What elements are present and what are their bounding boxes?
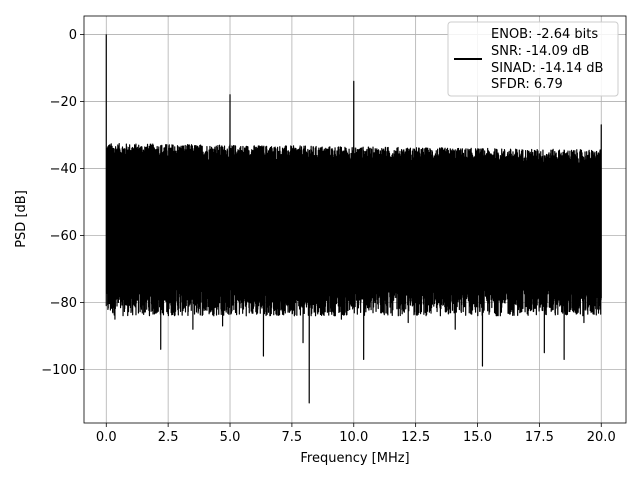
x-tick-label: 15.0 <box>463 430 492 445</box>
x-tick-label: 12.5 <box>401 430 430 445</box>
x-tick-label: 20.0 <box>587 430 616 445</box>
y-tick-label: −60 <box>50 229 77 244</box>
legend-sfdr: SFDR: 6.79 <box>491 77 563 92</box>
y-tick-label: −80 <box>50 296 77 311</box>
y-axis-label: PSD [dB] <box>14 190 29 248</box>
psd-series-line <box>105 34 602 404</box>
ticks: 0.0 2.5 5.0 7.5 10.0 12.5 15.0 17.5 20.0 0 −20 −40 −… <box>41 28 615 445</box>
plot-data <box>105 34 602 404</box>
x-tick-label: 0.0 <box>96 430 117 445</box>
x-tick-label: 2.5 <box>158 430 179 445</box>
legend-enob: ENOB: -2.64 bits <box>491 27 598 42</box>
legend-box <box>447 21 619 97</box>
y-tick-label: −40 <box>50 162 77 177</box>
x-tick-label: 10.0 <box>339 430 368 445</box>
x-tick-label: 7.5 <box>282 430 303 445</box>
y-tick-label: −20 <box>50 95 77 110</box>
legend-snr: SNR: -14.09 dB <box>491 44 589 59</box>
legend-sinad: SINAD: -14.14 dB <box>491 61 603 76</box>
x-tick-label: 17.5 <box>525 430 554 445</box>
x-tick-label: 5.0 <box>220 430 241 445</box>
x-axis-label: Frequency [MHz] <box>300 451 409 466</box>
legend: ENOB: -2.64 bits SNR: -14.09 dB SINAD: -… <box>447 21 619 97</box>
axes-frame <box>83 15 627 424</box>
y-tick-label: −100 <box>41 363 77 378</box>
y-tick-label: 0 <box>69 28 77 43</box>
